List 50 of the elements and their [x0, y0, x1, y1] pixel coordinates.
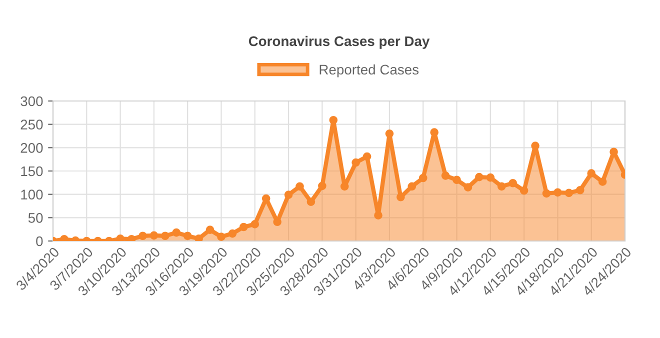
point [408, 182, 416, 191]
point [475, 172, 484, 182]
y-tick-label: 0 [36, 236, 43, 246]
point [441, 172, 450, 180]
y-tick-label: 200 [20, 143, 43, 153]
point [598, 178, 607, 186]
point [172, 228, 181, 237]
point [587, 169, 596, 178]
y-tick-label: 50 [28, 213, 43, 223]
point [352, 158, 360, 167]
point [497, 182, 506, 191]
point [531, 142, 540, 150]
point [217, 232, 226, 241]
y-tick-label: 100 [21, 190, 43, 200]
point [194, 234, 203, 241]
point [116, 234, 124, 241]
point [228, 229, 237, 238]
point [340, 182, 349, 191]
point [250, 220, 260, 228]
point [306, 198, 316, 206]
point [486, 173, 495, 182]
point [206, 226, 214, 234]
point [385, 130, 394, 138]
point [542, 189, 551, 198]
y-tick-label: 250 [20, 120, 43, 130]
point [554, 188, 562, 197]
y-tick-label: 300 [20, 96, 43, 106]
point [430, 128, 438, 136]
point [127, 234, 136, 241]
y-tick-label: 150 [21, 166, 43, 176]
legend-label: Reported Cases [320, 64, 419, 78]
point [183, 232, 192, 240]
point [576, 186, 584, 194]
point [508, 178, 518, 188]
point [418, 174, 428, 182]
point [362, 152, 372, 161]
point [318, 182, 326, 190]
point [564, 188, 574, 198]
point [374, 211, 382, 220]
point [464, 183, 472, 192]
point [452, 176, 461, 184]
chart-title: Coronavirus Cases per Day [248, 36, 430, 49]
point [284, 190, 293, 199]
point [329, 116, 338, 124]
point [296, 182, 304, 191]
point [520, 186, 528, 195]
point [150, 231, 158, 240]
point [160, 232, 170, 240]
point [240, 222, 248, 232]
point [138, 232, 147, 240]
